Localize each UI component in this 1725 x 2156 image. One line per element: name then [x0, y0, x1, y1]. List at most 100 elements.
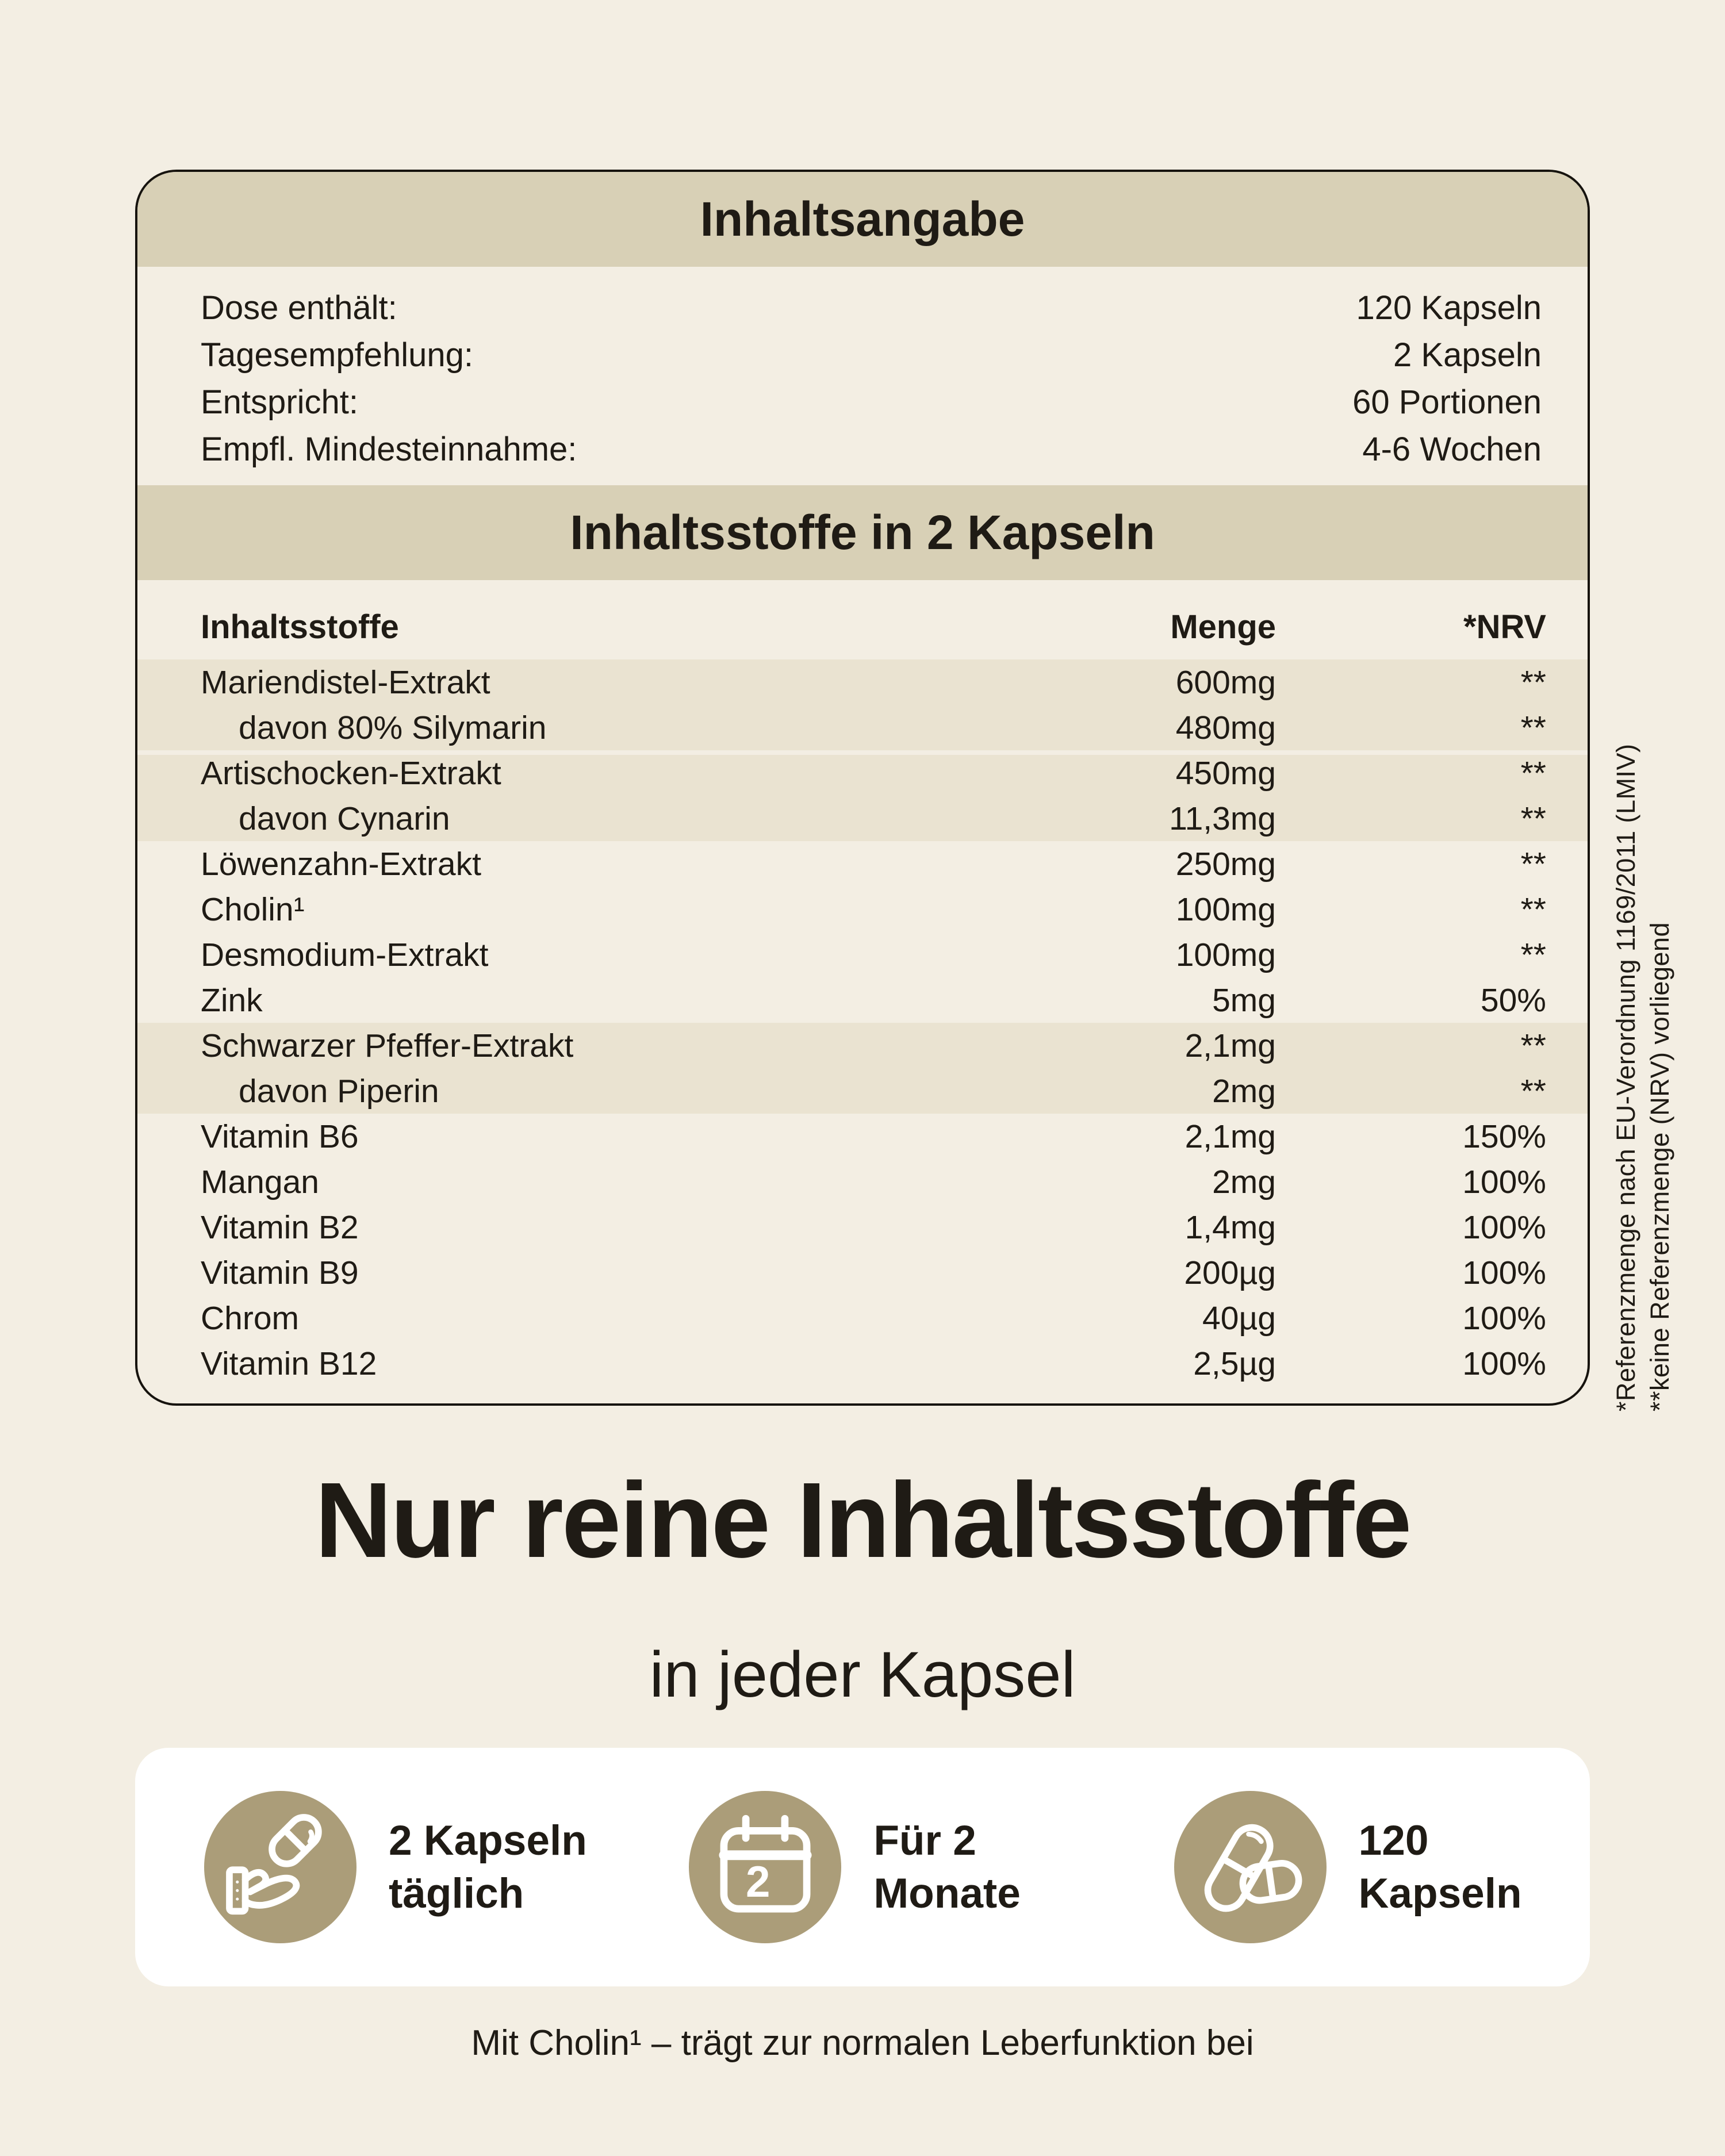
panel-title: Inhaltsangabe — [700, 192, 1025, 246]
info-value: 4-6 Wochen — [1362, 430, 1542, 468]
column-header-amount: Menge — [1170, 608, 1276, 646]
ingredient-amount: 2,1mg — [1184, 1027, 1276, 1064]
benefit-duration: 2 Für 2 Monate — [620, 1791, 1105, 1943]
benefit-daily-dose: 2 Kapseln täglich — [135, 1791, 620, 1943]
ingredient-name: Cholin¹ — [201, 891, 305, 928]
ingredient-name: davon Piperin — [239, 1072, 439, 1110]
ingredient-nrv: ** — [1520, 1027, 1546, 1064]
ingredient-name: Vitamin B2 — [201, 1209, 359, 1246]
table-row: Vitamin B2 1,4mg 100% — [137, 1204, 1588, 1250]
ingredient-amount: 2mg — [1212, 1072, 1276, 1110]
ingredient-nrv: 100% — [1462, 1299, 1546, 1337]
ingredient-amount: 600mg — [1175, 663, 1276, 701]
ingredient-nrv: ** — [1520, 709, 1546, 746]
ingredients-table: Mariendistel-Extrakt 600mg ** davon 80% … — [137, 659, 1588, 1386]
ingredient-name: Schwarzer Pfeffer-Extrakt — [201, 1027, 574, 1064]
info-row: Dose enthält: 120 Kapseln — [137, 284, 1588, 331]
ingredient-nrv: ** — [1520, 754, 1546, 792]
ingredient-name: Mangan — [201, 1163, 319, 1200]
table-row: Mariendistel-Extrakt 600mg ** — [137, 659, 1588, 705]
ingredient-name: Artischocken-Extrakt — [201, 754, 501, 792]
table-row: Vitamin B6 2,1mg 150% — [137, 1114, 1588, 1159]
benefit-capsule-count: 120 Kapseln — [1105, 1791, 1590, 1943]
benefit-text: 2 Kapseln täglich — [389, 1814, 587, 1920]
ingredient-name: davon Cynarin — [239, 800, 450, 837]
benefit-line1: 120 — [1358, 1817, 1429, 1864]
ingredient-nrv: ** — [1520, 936, 1546, 973]
info-value: 120 Kapseln — [1356, 289, 1542, 327]
table-subrow: davon Cynarin 11,3mg ** — [137, 796, 1588, 841]
ingredient-amount: 100mg — [1175, 936, 1276, 973]
benefits-card: 2 Kapseln täglich 2 Für 2 Monate — [135, 1748, 1590, 1986]
ingredient-amount: 40µg — [1202, 1299, 1276, 1337]
calendar-number: 2 — [746, 1857, 770, 1906]
info-value: 2 Kapseln — [1393, 336, 1542, 374]
ingredient-name: Vitamin B6 — [201, 1118, 359, 1155]
ingredient-amount: 11,3mg — [1169, 800, 1276, 837]
table-row: Schwarzer Pfeffer-Extrakt 2,1mg ** — [137, 1023, 1588, 1068]
ingredient-group: Artischocken-Extrakt 450mg ** davon Cyna… — [137, 750, 1588, 841]
nrv-legal-note: *Referenzmenge nach EU-Verordnung 1169/2… — [1609, 655, 1677, 1411]
benefit-line2: täglich — [389, 1870, 524, 1917]
ingredient-name: Vitamin B12 — [201, 1345, 377, 1382]
info-row: Tagesempfehlung: 2 Kapseln — [137, 331, 1588, 378]
info-row: Entspricht: 60 Portionen — [137, 378, 1588, 425]
ingredient-nrv: 50% — [1480, 981, 1546, 1019]
ingredient-amount: 2,1mg — [1184, 1118, 1276, 1155]
info-label: Dose enthält: — [201, 289, 397, 327]
ingredient-amount: 1,4mg — [1184, 1209, 1276, 1246]
benefit-line2: Kapseln — [1358, 1870, 1522, 1917]
column-header-name: Inhaltsstoffe — [201, 608, 399, 646]
hand-capsule-icon — [204, 1791, 356, 1943]
ingredient-amount: 2mg — [1212, 1163, 1276, 1200]
table-row: Mangan 2mg 100% — [137, 1159, 1588, 1204]
ingredient-nrv: ** — [1520, 800, 1546, 837]
ingredient-nrv: ** — [1520, 663, 1546, 701]
table-row: Cholin¹ 100mg ** — [137, 887, 1588, 932]
ingredient-nrv: 100% — [1462, 1163, 1546, 1200]
benefit-line1: 2 Kapseln — [389, 1817, 587, 1864]
ingredient-amount: 2,5µg — [1193, 1345, 1276, 1382]
ingredient-amount: 480mg — [1175, 709, 1276, 746]
ingredient-name: Mariendistel-Extrakt — [201, 663, 490, 701]
nrv-legal-note-line1: *Referenzmenge nach EU-Verordnung 1169/2… — [1611, 743, 1640, 1411]
ingredient-nrv: 100% — [1462, 1254, 1546, 1291]
ingredient-group: Schwarzer Pfeffer-Extrakt 2,1mg ** davon… — [137, 1023, 1588, 1114]
ingredient-name: Zink — [201, 981, 263, 1019]
benefit-line1: Für 2 — [873, 1817, 976, 1864]
nutrition-panel: Inhaltsangabe Dose enthält: 120 Kapseln … — [135, 170, 1590, 1406]
ingredient-name: Löwenzahn-Extrakt — [201, 845, 481, 883]
ingredient-name: Desmodium-Extrakt — [201, 936, 489, 973]
ingredient-name: Vitamin B9 — [201, 1254, 359, 1291]
table-row: Chrom 40µg 100% — [137, 1295, 1588, 1341]
benefit-line2: Monate — [873, 1870, 1021, 1917]
page-title: Nur reine Inhaltsstoffe — [315, 1461, 1412, 1580]
ingredient-amount: 5mg — [1212, 981, 1276, 1019]
benefit-text: Für 2 Monate — [873, 1814, 1021, 1920]
table-subrow: davon Piperin 2mg ** — [137, 1068, 1588, 1114]
nrv-legal-note-line2: **keine Referenzmenge (NRV) vorliegend — [1645, 922, 1674, 1411]
table-row: Desmodium-Extrakt 100mg ** — [137, 932, 1588, 977]
info-value: 60 Portionen — [1352, 383, 1542, 421]
ingredient-nrv: 100% — [1462, 1209, 1546, 1246]
capsules-icon — [1174, 1791, 1327, 1943]
ingredient-amount: 450mg — [1175, 754, 1276, 792]
ingredient-name: davon 80% Silymarin — [239, 709, 547, 746]
ingredient-nrv: 150% — [1462, 1118, 1546, 1155]
ingredient-amount: 200µg — [1184, 1254, 1276, 1291]
table-subrow: davon 80% Silymarin 480mg ** — [137, 705, 1588, 750]
table-row: Vitamin B9 200µg 100% — [137, 1250, 1588, 1295]
ingredient-group: Mariendistel-Extrakt 600mg ** davon 80% … — [137, 659, 1588, 750]
info-label: Tagesempfehlung: — [201, 336, 473, 374]
ingredient-amount: 250mg — [1175, 845, 1276, 883]
dose-info-section: Dose enthält: 120 Kapseln Tagesempfehlun… — [137, 267, 1588, 478]
panel-subtitle-band: Inhaltsstoffe in 2 Kapseln — [137, 485, 1588, 580]
page-subtitle: in jeder Kapsel — [649, 1639, 1076, 1710]
table-row: Löwenzahn-Extrakt 250mg ** — [137, 841, 1588, 887]
info-label: Empfl. Mindesteinnahme: — [201, 430, 577, 468]
table-row: Artischocken-Extrakt 450mg ** — [137, 750, 1588, 796]
table-row: Vitamin B12 2,5µg 100% — [137, 1341, 1588, 1386]
info-row: Empfl. Mindesteinnahme: 4-6 Wochen — [137, 425, 1588, 473]
ingredient-nrv: ** — [1520, 891, 1546, 928]
ingredient-nrv: ** — [1520, 845, 1546, 883]
